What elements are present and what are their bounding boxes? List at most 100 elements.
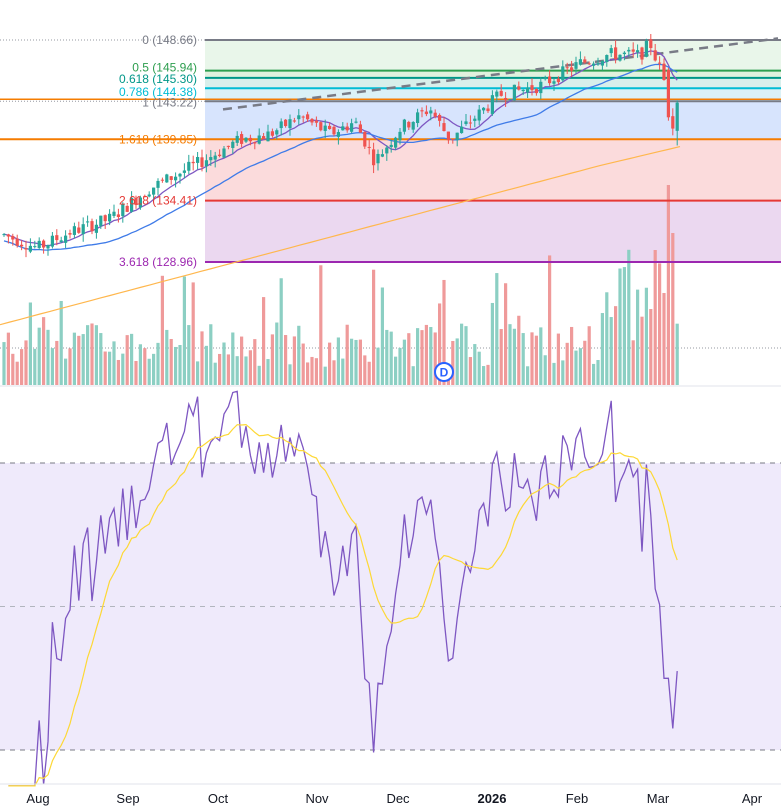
candle-body bbox=[345, 126, 349, 131]
volume-bar bbox=[112, 341, 116, 385]
candle bbox=[552, 78, 556, 92]
volume-bar bbox=[411, 366, 415, 385]
volume-bar bbox=[94, 325, 98, 385]
volume-bar bbox=[482, 366, 486, 385]
x-axis-label-sep: Sep bbox=[116, 791, 139, 806]
volume-bar bbox=[649, 309, 653, 385]
candle-body bbox=[552, 81, 556, 84]
volume-bar bbox=[578, 348, 582, 385]
candle bbox=[578, 51, 582, 66]
volume-bar bbox=[72, 332, 76, 385]
candle bbox=[64, 230, 68, 248]
candle bbox=[218, 149, 222, 158]
candle bbox=[204, 154, 208, 173]
volume-bar bbox=[55, 340, 59, 385]
candle bbox=[358, 120, 362, 133]
rsi-ma-line bbox=[8, 423, 678, 787]
volume-bar bbox=[50, 348, 54, 385]
candle-body bbox=[90, 221, 94, 232]
candle bbox=[468, 115, 472, 129]
candle-body bbox=[323, 125, 327, 131]
volume-bar bbox=[270, 334, 274, 385]
candle-body bbox=[477, 109, 481, 121]
fib-label-2: 0.618 (145.30) bbox=[119, 72, 197, 86]
fib-label-3: 0.786 (144.38) bbox=[119, 85, 197, 99]
volume-bar bbox=[319, 265, 323, 385]
volume-bar bbox=[552, 362, 556, 385]
candle-body bbox=[99, 215, 103, 227]
candle-body bbox=[644, 40, 648, 57]
volume-bar bbox=[15, 361, 19, 385]
candle bbox=[442, 117, 446, 132]
candle-body bbox=[50, 235, 54, 247]
candle bbox=[499, 84, 503, 97]
volume-bar bbox=[671, 233, 675, 385]
volume-bar bbox=[675, 323, 679, 385]
candle bbox=[94, 219, 98, 239]
candle-body bbox=[253, 142, 257, 144]
candle bbox=[156, 178, 160, 196]
trendline bbox=[222, 37, 779, 111]
candle-body bbox=[222, 148, 226, 158]
volume-bar bbox=[213, 362, 217, 385]
candle-body bbox=[226, 145, 230, 147]
candle bbox=[350, 118, 354, 134]
volume-bar bbox=[517, 315, 521, 385]
candle bbox=[200, 149, 204, 172]
volume-bar bbox=[336, 337, 340, 385]
candle bbox=[288, 114, 292, 136]
candle-body bbox=[182, 170, 186, 173]
candle-body bbox=[429, 110, 433, 114]
candle bbox=[90, 218, 94, 235]
candle bbox=[143, 194, 147, 198]
candle-body bbox=[187, 161, 191, 171]
candle bbox=[341, 122, 345, 131]
candle bbox=[376, 149, 380, 171]
candle bbox=[284, 119, 288, 128]
candle-body bbox=[539, 81, 543, 94]
volume-bar bbox=[108, 351, 112, 385]
candle bbox=[59, 236, 63, 243]
candle-body bbox=[508, 99, 512, 101]
fib-zone-3 bbox=[205, 88, 781, 102]
candle bbox=[81, 217, 85, 242]
candle-body bbox=[543, 77, 547, 80]
volume-bar bbox=[473, 344, 477, 385]
volume-bar bbox=[341, 358, 345, 385]
volume-bar bbox=[592, 363, 596, 385]
volume-bar bbox=[622, 267, 626, 385]
volume-bar bbox=[570, 326, 574, 385]
candle-body bbox=[442, 123, 446, 132]
volume-bar bbox=[301, 343, 305, 385]
volume-bar bbox=[644, 287, 648, 385]
volume-bar bbox=[433, 332, 437, 385]
candle bbox=[292, 117, 296, 123]
candle-body bbox=[534, 89, 538, 94]
candle-body bbox=[574, 62, 578, 69]
volume-bar bbox=[618, 268, 622, 385]
candle bbox=[147, 191, 151, 198]
fib-label-1: 0.5 (145.94) bbox=[132, 61, 197, 75]
candle bbox=[319, 121, 323, 132]
candle-body bbox=[433, 112, 437, 117]
candle-body bbox=[204, 160, 208, 167]
candle-body bbox=[292, 120, 296, 122]
candle-body bbox=[416, 112, 420, 124]
volume-bar bbox=[596, 360, 600, 385]
volume-bar bbox=[160, 275, 164, 385]
candle-body bbox=[244, 137, 248, 142]
volume-bar bbox=[284, 335, 288, 385]
volume-bars bbox=[2, 185, 679, 385]
candle bbox=[46, 244, 50, 256]
volume-bar bbox=[99, 333, 103, 385]
volume-bar bbox=[464, 326, 468, 385]
volume-bar bbox=[306, 362, 310, 385]
volume-bar bbox=[521, 333, 525, 385]
candle bbox=[482, 107, 486, 114]
candle-body bbox=[77, 227, 81, 233]
volume-bar bbox=[121, 353, 125, 385]
candle bbox=[187, 154, 191, 174]
candle-body bbox=[512, 84, 516, 101]
candle-body bbox=[200, 157, 204, 167]
